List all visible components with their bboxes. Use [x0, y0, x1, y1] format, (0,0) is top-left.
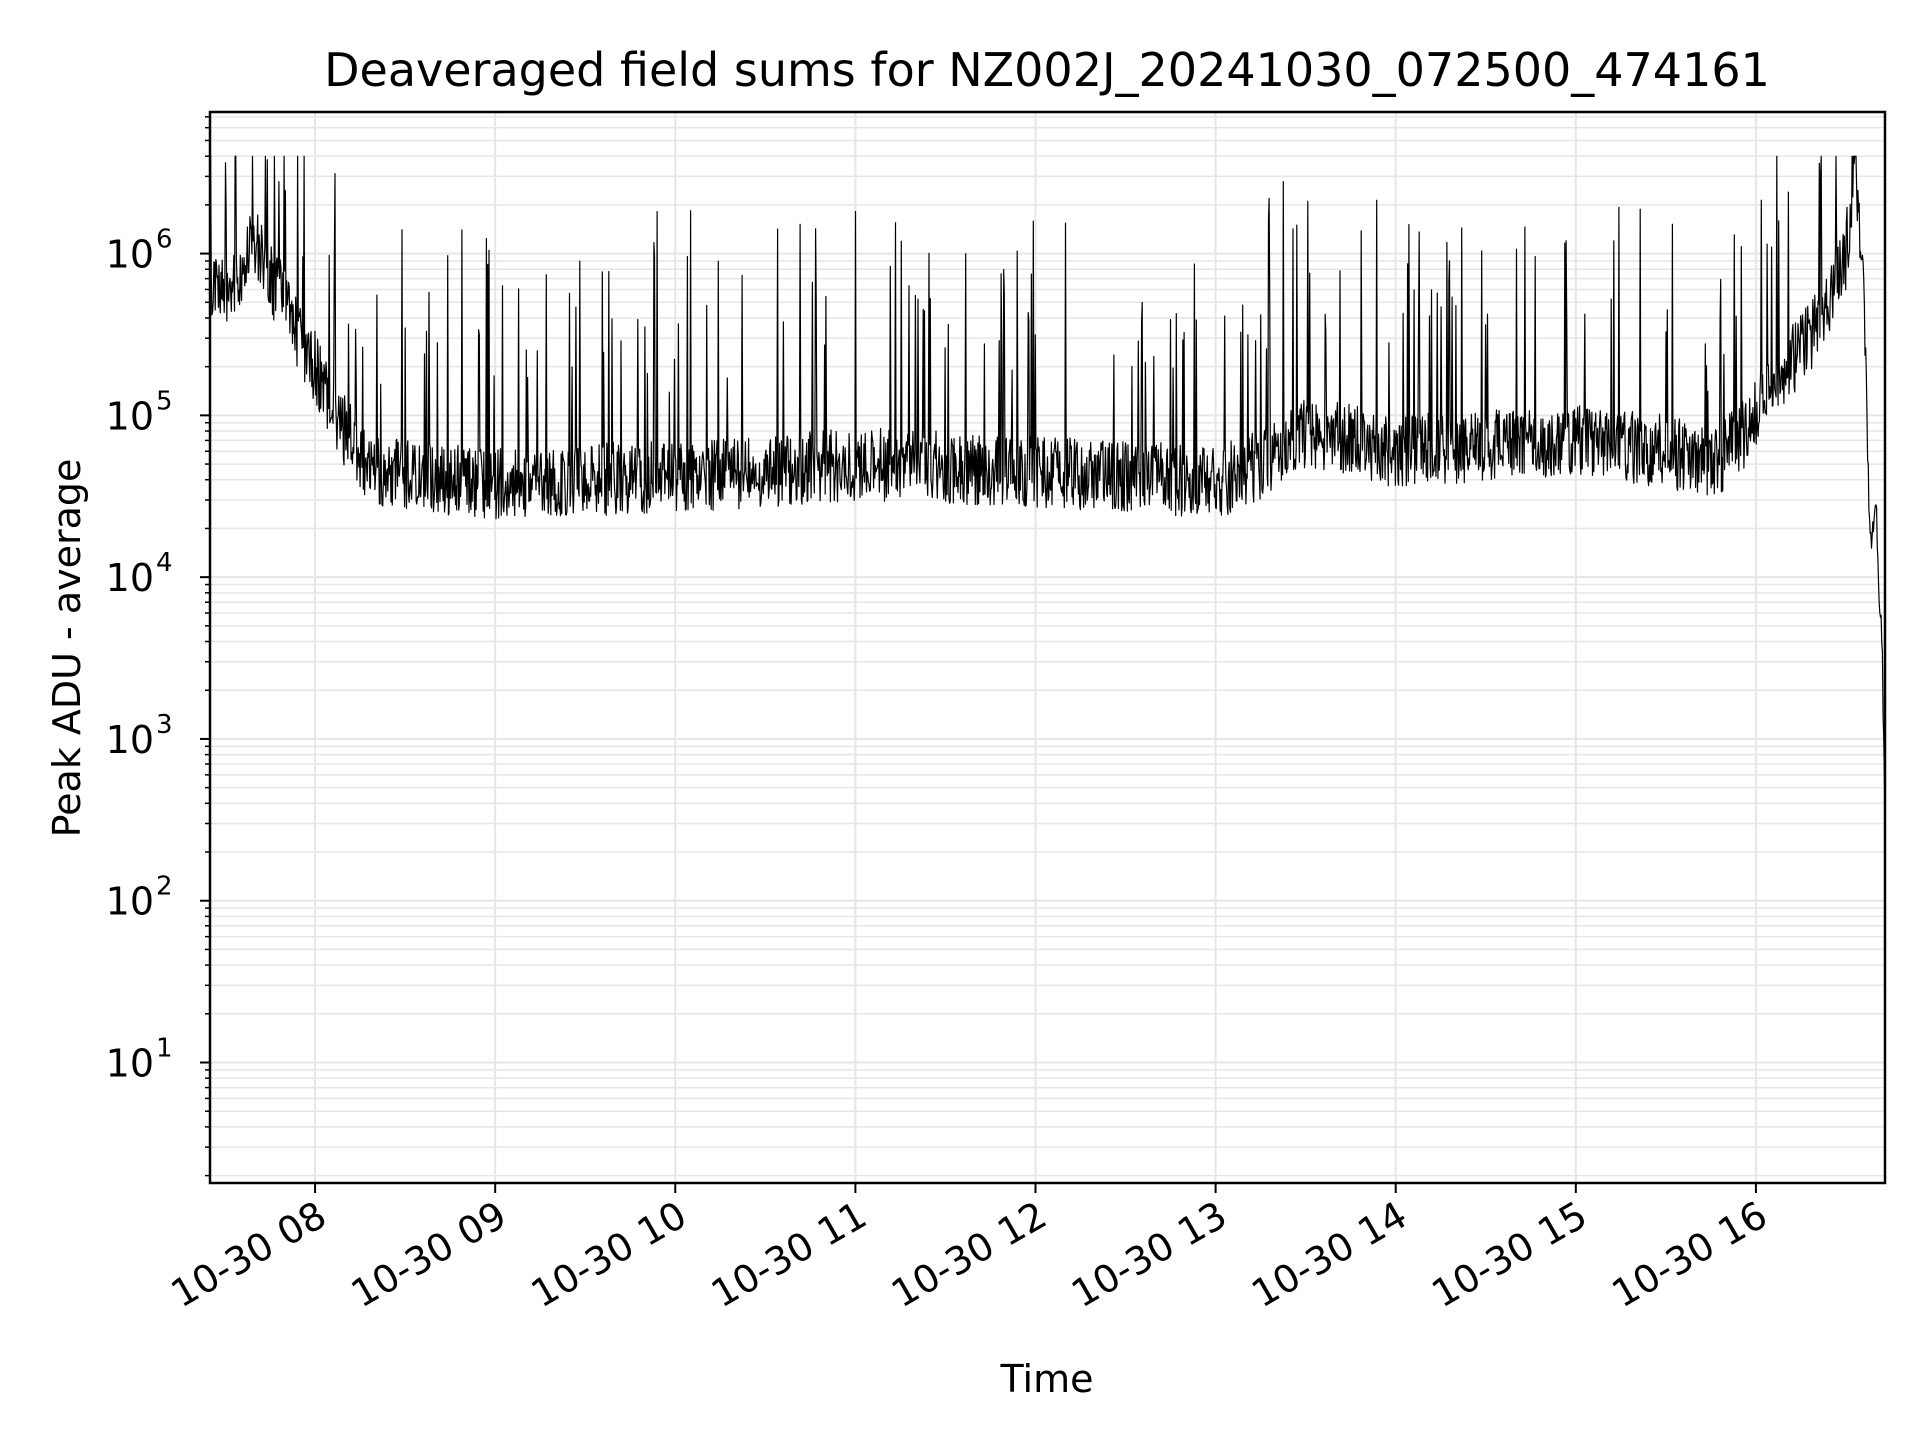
y-tick-label: 10	[106, 1042, 154, 1086]
y-tick-exponent: 4	[156, 548, 173, 578]
chart-title: Deaveraged field sums for NZ002J_2024103…	[324, 43, 1770, 97]
y-tick-exponent: 2	[156, 872, 173, 902]
y-tick-exponent: 1	[156, 1034, 173, 1064]
y-tick-label: 10	[106, 233, 154, 277]
plot-frame	[208, 110, 1887, 1185]
y-tick-label: 10	[106, 880, 154, 924]
y-tick-exponent: 6	[156, 225, 173, 255]
grid	[210, 112, 1885, 1183]
y-tick-exponent: 3	[156, 710, 173, 740]
y-tick-label: 10	[106, 556, 154, 600]
series-line	[209, 155, 1886, 818]
y-tick-label: 10	[106, 394, 154, 438]
plot-area	[209, 155, 1886, 818]
y-axis-label: Peak ADU - average	[45, 459, 89, 838]
y-tick-exponent: 5	[156, 386, 173, 416]
x-axis-label: Time	[1000, 1357, 1094, 1401]
y-tick-label: 10	[106, 718, 154, 762]
